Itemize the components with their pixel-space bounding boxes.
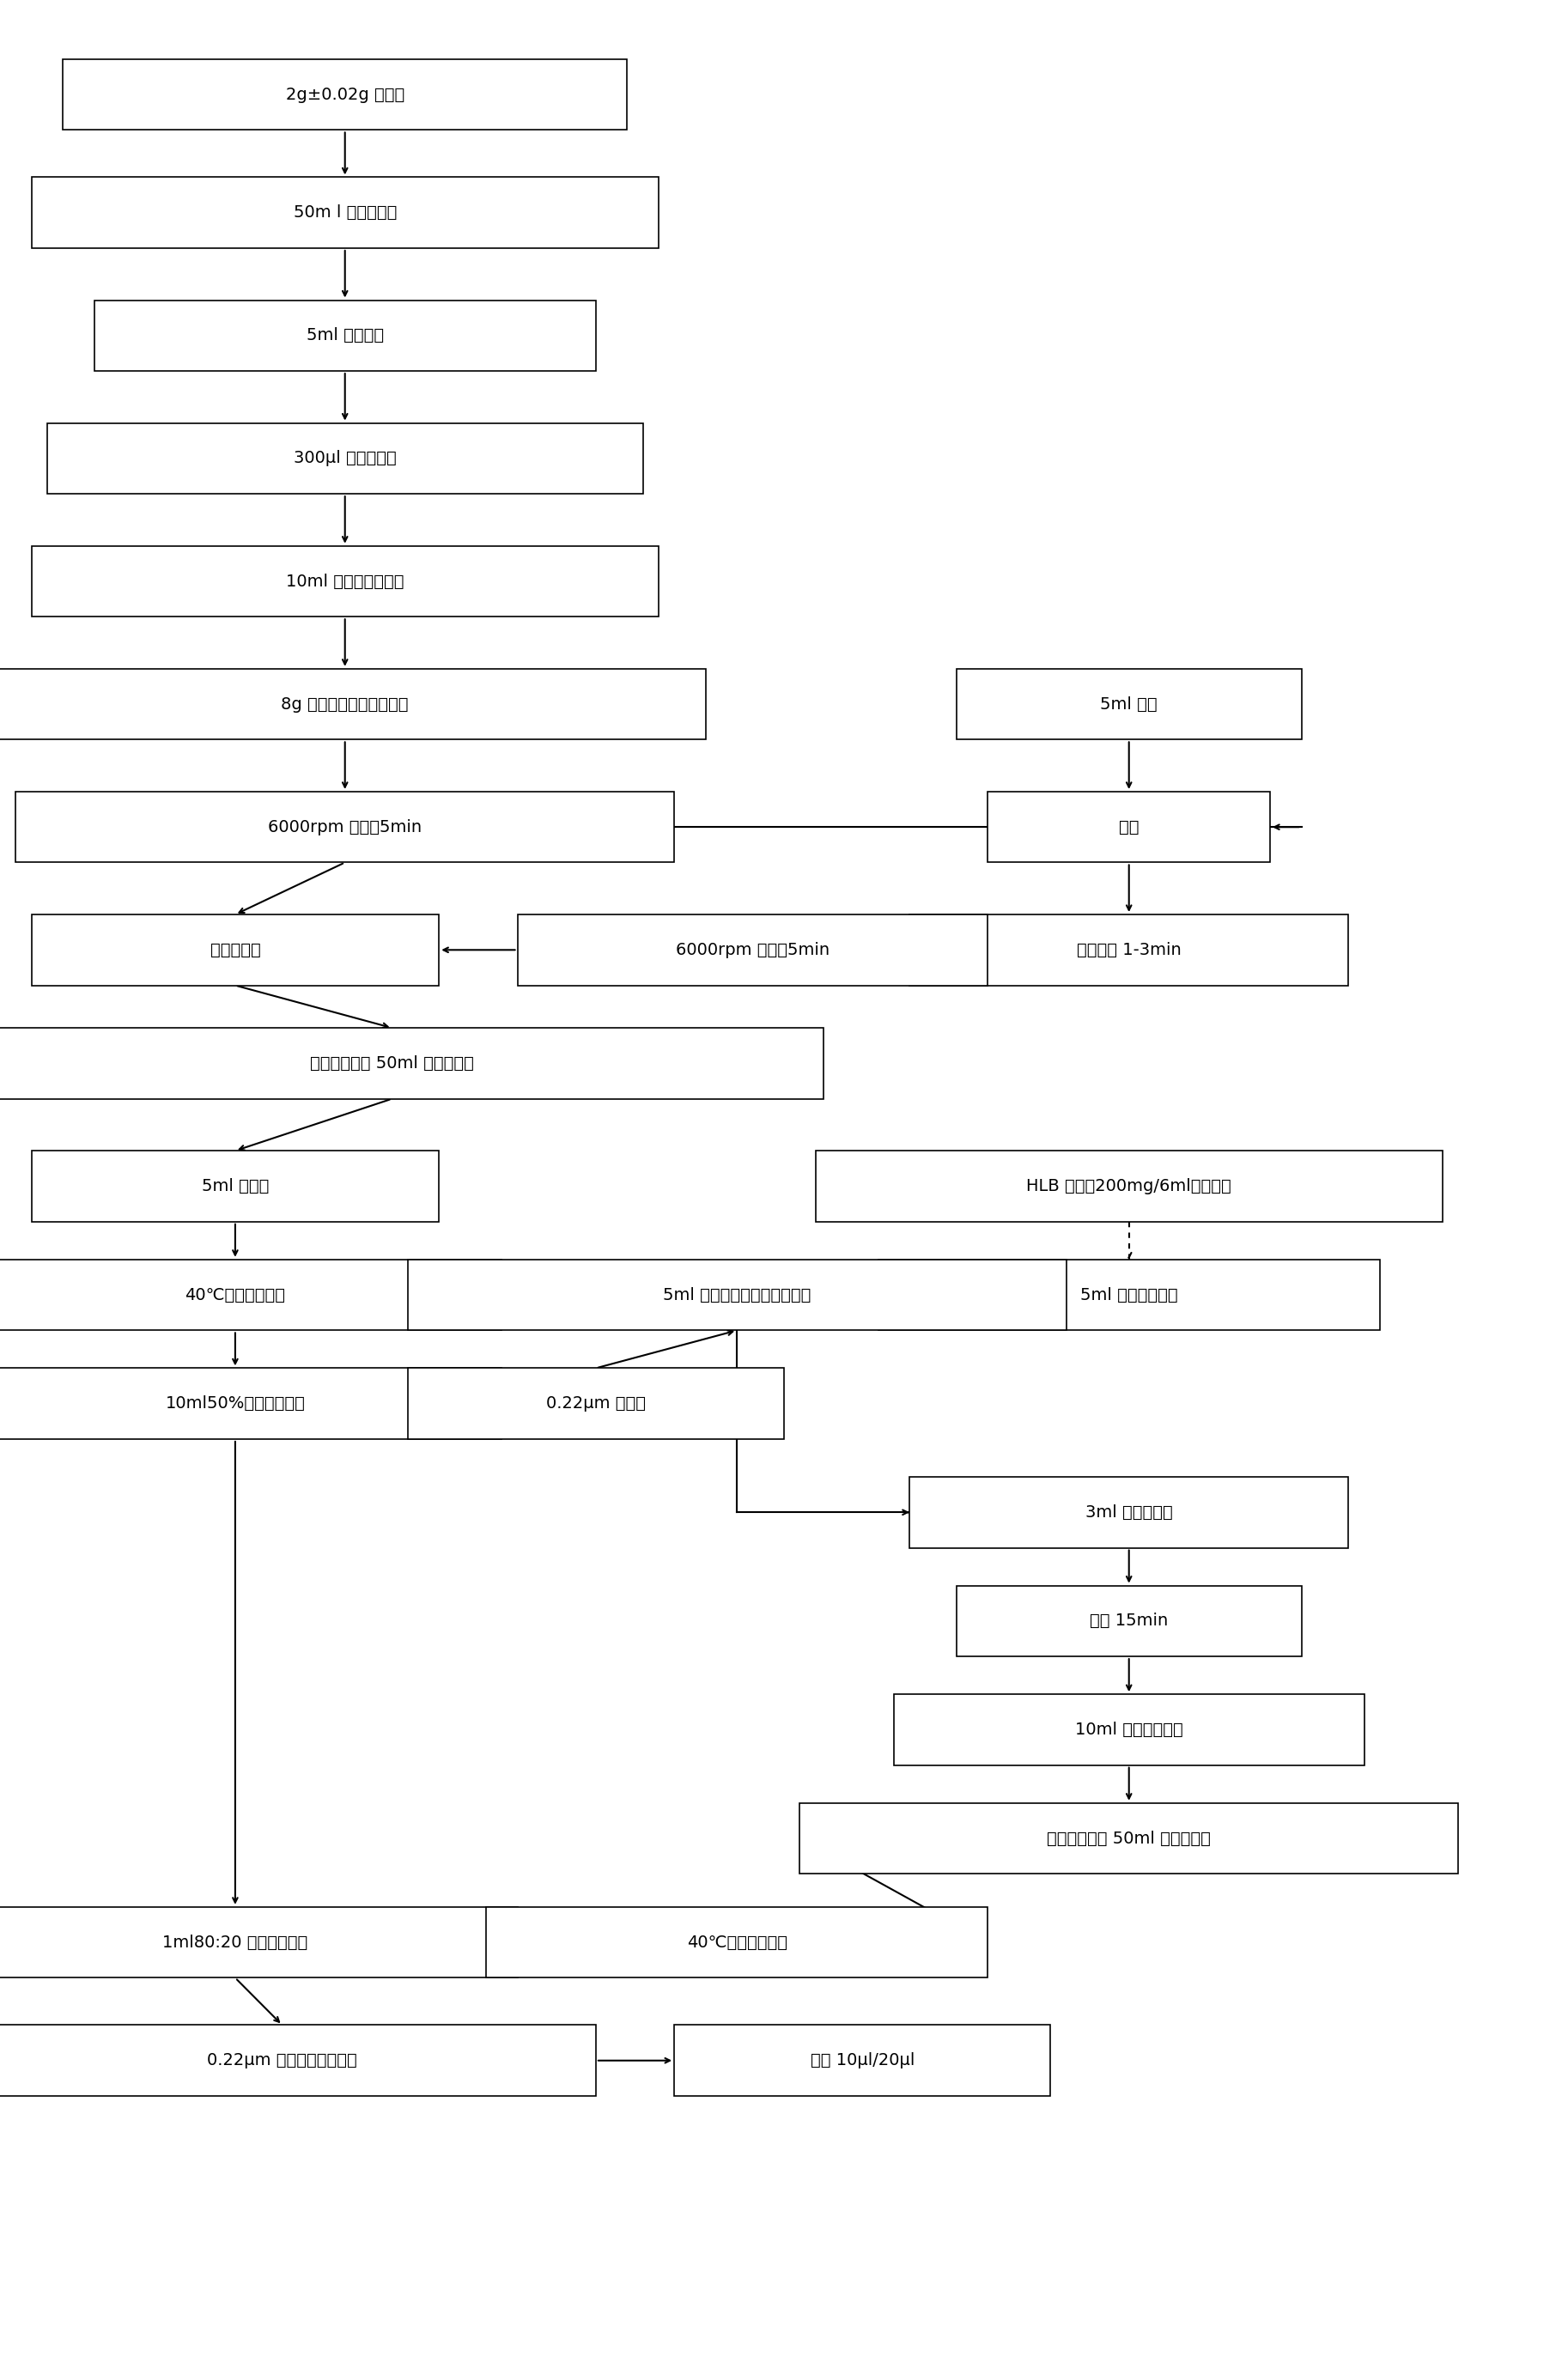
Text: 抗干 15min: 抗干 15min <box>1090 1614 1168 1628</box>
Text: 2g±0.02g 蜂王浆: 2g±0.02g 蜂王浆 <box>285 87 405 102</box>
FancyBboxPatch shape <box>94 300 596 371</box>
Text: 5ml 水自然过柱，等待上样液: 5ml 水自然过柱，等待上样液 <box>663 1288 811 1302</box>
Text: 10ml50%乙腺超声溶解: 10ml50%乙腺超声溶解 <box>165 1397 306 1411</box>
FancyBboxPatch shape <box>0 1259 502 1330</box>
FancyBboxPatch shape <box>517 914 988 985</box>
FancyBboxPatch shape <box>878 1259 1380 1330</box>
Text: 吸取上清汲: 吸取上清汲 <box>210 943 260 957</box>
FancyBboxPatch shape <box>909 914 1348 985</box>
FancyBboxPatch shape <box>0 669 706 740</box>
FancyBboxPatch shape <box>31 546 659 617</box>
FancyBboxPatch shape <box>31 1151 439 1222</box>
Text: 6000rpm 离心，5min: 6000rpm 离心，5min <box>268 820 422 834</box>
FancyBboxPatch shape <box>408 1259 1066 1330</box>
FancyBboxPatch shape <box>909 1477 1348 1548</box>
FancyBboxPatch shape <box>0 2025 596 2096</box>
Text: 3ml 水自然过柱: 3ml 水自然过柱 <box>1085 1505 1173 1519</box>
FancyBboxPatch shape <box>47 423 643 494</box>
Text: 上清汲合并于 50ml 玻璃浓缩瓶: 上清汲合并于 50ml 玻璃浓缩瓶 <box>310 1056 474 1070</box>
FancyBboxPatch shape <box>956 669 1301 740</box>
Text: 5ml 甲醇自然过柱: 5ml 甲醇自然过柱 <box>1080 1288 1178 1302</box>
Text: 300μl 氨水，分散: 300μl 氨水，分散 <box>293 451 397 466</box>
FancyBboxPatch shape <box>956 1586 1301 1656</box>
FancyBboxPatch shape <box>31 177 659 248</box>
Text: 8g 无水硫酸钓，手动振摇: 8g 无水硫酸钓，手动振摇 <box>281 697 409 711</box>
FancyBboxPatch shape <box>0 1368 502 1439</box>
Text: 50m l 塑料离心管: 50m l 塑料离心管 <box>293 206 397 220</box>
Text: 6000rpm 离心，5min: 6000rpm 离心，5min <box>676 943 829 957</box>
FancyBboxPatch shape <box>988 792 1270 862</box>
FancyBboxPatch shape <box>486 1907 988 1978</box>
Text: 10ml 乙腺自然过柱: 10ml 乙腺自然过柱 <box>1076 1723 1182 1737</box>
FancyBboxPatch shape <box>800 1803 1458 1874</box>
FancyBboxPatch shape <box>894 1694 1364 1765</box>
Text: 40℃减压浓缩至干: 40℃减压浓缩至干 <box>185 1288 285 1302</box>
Text: 5ml 水，分散: 5ml 水，分散 <box>306 328 384 343</box>
Text: 手动振摇 1-3min: 手动振摇 1-3min <box>1077 943 1181 957</box>
FancyBboxPatch shape <box>31 914 439 985</box>
Text: 1ml80:20 乙腺溶汲溶解: 1ml80:20 乙腺溶汲溶解 <box>163 1935 307 1949</box>
FancyBboxPatch shape <box>674 2025 1051 2096</box>
Text: 40℃减压浓缩至干: 40℃减压浓缩至干 <box>687 1935 787 1949</box>
Text: 0.22μm 膜过滤于样品瓶中: 0.22μm 膜过滤于样品瓶中 <box>207 2053 358 2068</box>
Text: 5ml 乙腺: 5ml 乙腺 <box>1101 697 1157 711</box>
FancyBboxPatch shape <box>0 1028 823 1099</box>
Text: 残渣: 残渣 <box>1120 820 1138 834</box>
Text: 进样 10μl/20μl: 进样 10μl/20μl <box>811 2053 914 2068</box>
Text: 0.22μm 膜过滤: 0.22μm 膜过滤 <box>546 1397 646 1411</box>
Text: 5ml 正丙醇: 5ml 正丙醇 <box>202 1179 268 1193</box>
FancyBboxPatch shape <box>408 1368 784 1439</box>
Text: 收集洗脱汲于 50ml 玻璃浓缩瓶: 收集洗脱汲于 50ml 玻璃浓缩瓶 <box>1047 1831 1210 1846</box>
FancyBboxPatch shape <box>16 792 674 862</box>
FancyBboxPatch shape <box>815 1151 1443 1222</box>
Text: HLB 小柱（200mg/6ml）的活化: HLB 小柱（200mg/6ml）的活化 <box>1027 1179 1231 1193</box>
FancyBboxPatch shape <box>63 59 627 130</box>
Text: 10ml 乙腺，手动振摇: 10ml 乙腺，手动振摇 <box>285 574 405 588</box>
FancyBboxPatch shape <box>0 1907 517 1978</box>
